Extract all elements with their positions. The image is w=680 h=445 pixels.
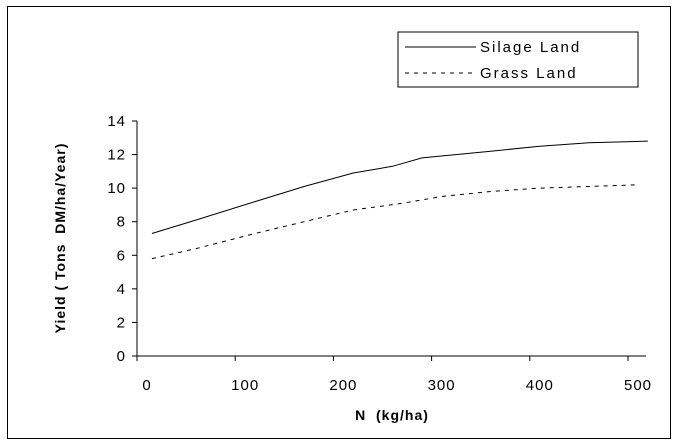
y-axis-ticks: 0 2 4 6 8 10 12 14	[107, 113, 137, 365]
x-tick-label: 300	[428, 377, 456, 394]
legend-box	[397, 31, 639, 88]
x-tick-label: 200	[329, 377, 357, 394]
x-axis-ticks: 0 100 200 300 400 500	[136, 356, 652, 394]
legend-label-silage-land: Silage Land	[480, 39, 581, 56]
y-tick-label: 0	[117, 348, 126, 365]
series-line-grass-land	[151, 184, 639, 260]
series-layer	[151, 140, 648, 260]
y-tick-label: 14	[107, 113, 126, 130]
y-axis-title: Yield ( Tons DM/ha/Year)	[52, 143, 68, 334]
x-tick-label: 0	[142, 377, 151, 394]
legend-label-grass-land: Grass Land	[480, 65, 578, 82]
series-line-silage-land	[151, 140, 648, 234]
y-tick-label: 12	[107, 147, 126, 164]
y-tick-label: 6	[117, 247, 126, 264]
x-tick-label: 100	[231, 377, 259, 394]
y-tick-label: 2	[117, 314, 126, 331]
x-axis-title: N (kg/ha)	[355, 407, 429, 423]
y-tick-label: 4	[117, 281, 126, 298]
y-tick-label: 10	[107, 180, 126, 197]
y-tick-label: 8	[117, 214, 126, 231]
x-tick-label: 400	[526, 377, 554, 394]
x-tick-label: 500	[624, 377, 652, 394]
